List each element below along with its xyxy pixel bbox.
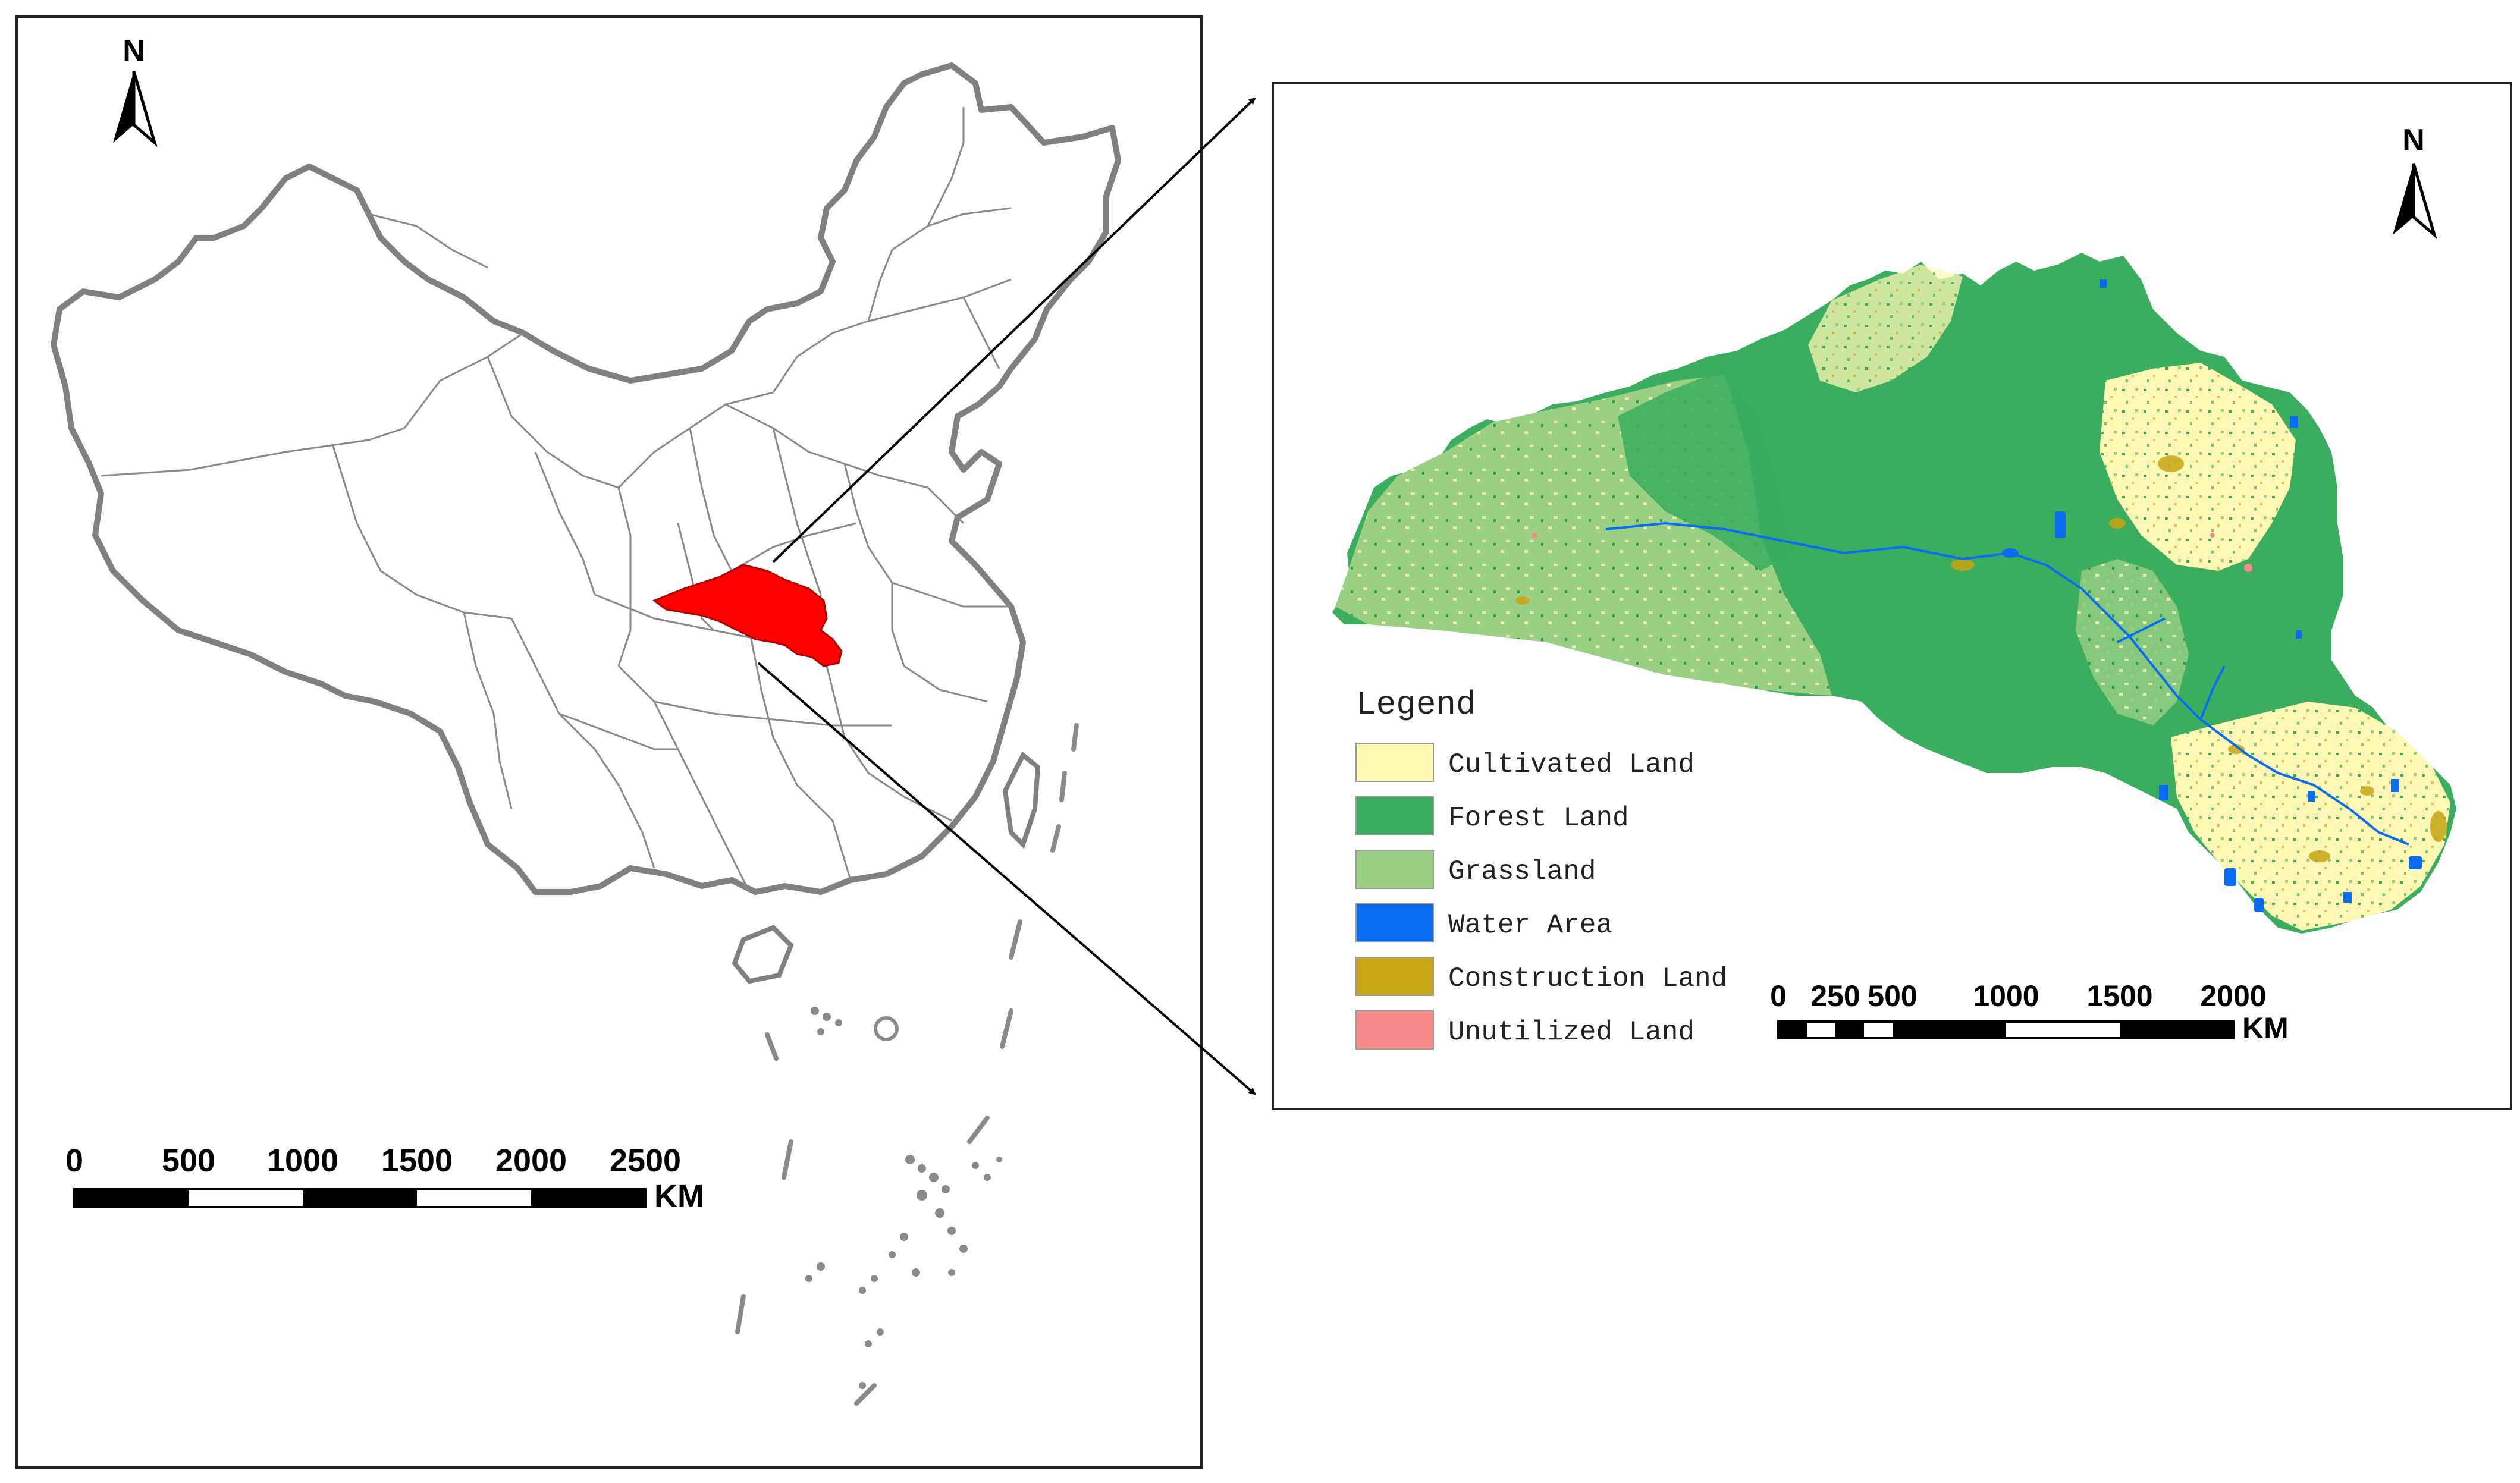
legend-label-water-area: Water Area xyxy=(1448,910,1612,941)
central-forest-band xyxy=(1618,369,1796,571)
legend-swatch-grassland xyxy=(1355,850,1434,889)
china-scale-tick-0: 0 xyxy=(65,1143,83,1179)
study-area-highlight xyxy=(652,564,843,667)
rivers xyxy=(1605,521,2409,846)
china-north-arrow-icon xyxy=(113,71,158,147)
hainan-island xyxy=(732,925,794,984)
connector-arrow-top xyxy=(772,97,1256,563)
legend: Legend Cultivated Land Forest Land Grass… xyxy=(1355,686,1727,1050)
study-area-north-label: N xyxy=(2402,123,2425,158)
construction-land-patches xyxy=(1515,455,2447,862)
legend-item-unutilized-land: Unutilized Land xyxy=(1355,1010,1694,1050)
legend-item-forest-land: Forest Land xyxy=(1355,796,1629,835)
study-area-scale-bar xyxy=(1777,1020,2235,1039)
china-scale-bar xyxy=(73,1188,647,1208)
study-area-scale-tick-500: 500 xyxy=(1868,979,1917,1013)
china-scale-tick-1000: 1000 xyxy=(267,1143,338,1179)
study-area-scale-tick-250: 250 xyxy=(1810,979,1860,1013)
legend-swatch-cultivated-land xyxy=(1355,743,1434,782)
china-scale-tick-2000: 2000 xyxy=(495,1143,567,1179)
south-china-sea-boundary xyxy=(735,723,1079,1406)
legend-label-unutilized-land: Unutilized Land xyxy=(1448,1017,1694,1048)
study-area-scale-tick-0: 0 xyxy=(1770,979,1787,1013)
study-area-scale-tick-1000: 1000 xyxy=(1973,979,2039,1013)
legend-item-construction-land: Construction Land xyxy=(1355,957,1727,996)
legend-title: Legend xyxy=(1356,686,1476,724)
study-area-north-arrow-icon xyxy=(2393,163,2437,240)
legend-swatch-construction-land xyxy=(1355,957,1434,996)
china-north-label: N xyxy=(123,34,145,68)
connector-arrow-bottom xyxy=(757,662,1256,1095)
legend-label-cultivated-land: Cultivated Land xyxy=(1448,749,1694,780)
china-scale-tick-2500: 2500 xyxy=(610,1143,681,1179)
land-use-map xyxy=(1332,253,2456,934)
water-bodies xyxy=(2002,279,2422,912)
china-scale-tick-500: 500 xyxy=(162,1143,215,1179)
china-scale-tick-1500: 1500 xyxy=(381,1143,453,1179)
legend-swatch-unutilized-land xyxy=(1355,1010,1434,1050)
study-area-scale-unit: KM xyxy=(2242,1011,2289,1045)
northern-cultivated-texture xyxy=(1808,265,1963,392)
legend-item-grassland: Grassland xyxy=(1355,850,1596,889)
legend-swatch-water-area xyxy=(1355,903,1434,942)
eastern-plain-texture xyxy=(2100,363,2296,571)
study-area-scale-tick-1500: 1500 xyxy=(2086,979,2152,1013)
unutilized-land-patches xyxy=(1532,532,2252,572)
southeastern-texture xyxy=(2171,702,2450,931)
legend-label-grassland: Grassland xyxy=(1448,856,1596,887)
china-outline xyxy=(51,62,1121,895)
south-china-sea-islands xyxy=(805,1007,1002,1389)
taiwan-island xyxy=(1002,751,1041,849)
china-scale-unit: KM xyxy=(654,1179,704,1214)
study-area-scale-tick-2000: 2000 xyxy=(2200,979,2266,1013)
legend-item-cultivated-land: Cultivated Land xyxy=(1355,743,1694,782)
legend-swatch-forest-land xyxy=(1355,796,1434,835)
legend-label-forest-land: Forest Land xyxy=(1448,803,1629,834)
middle-grassland-texture xyxy=(2076,559,2189,725)
legend-item-water-area: Water Area xyxy=(1355,903,1612,942)
legend-label-construction-land: Construction Land xyxy=(1448,963,1727,994)
